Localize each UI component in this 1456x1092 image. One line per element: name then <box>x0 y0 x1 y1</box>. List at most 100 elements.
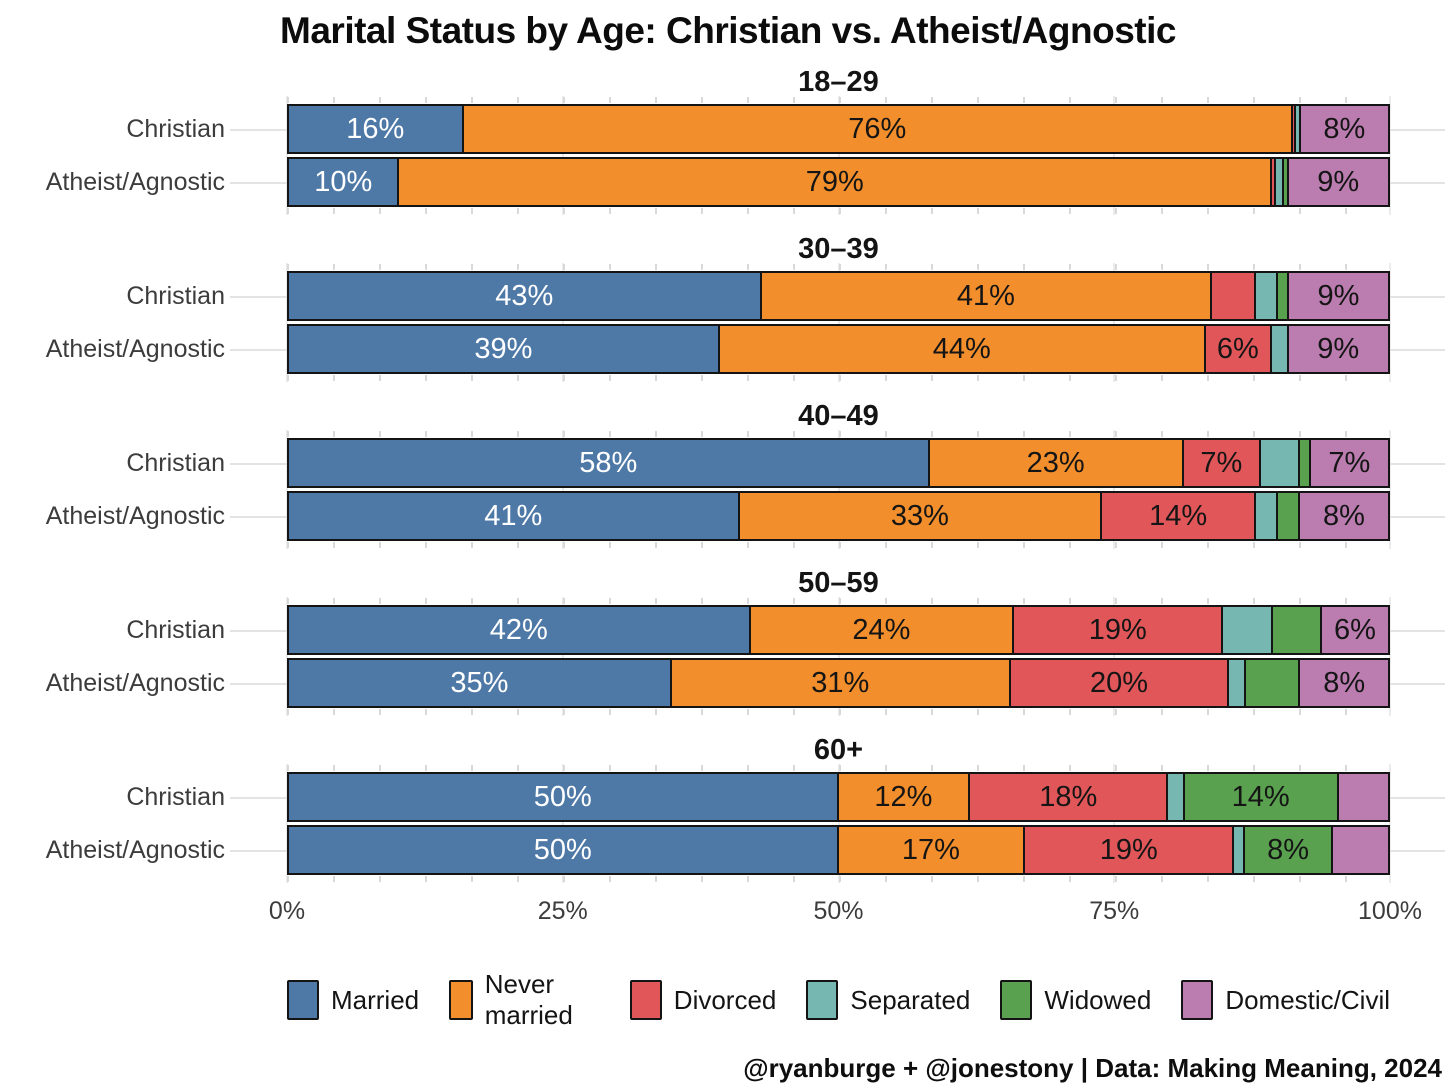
segment-divorced <box>1272 159 1277 205</box>
row-group-label: Atheist/Agnostic <box>45 835 225 864</box>
segment-married: 39% <box>289 326 720 372</box>
segment-divorced: 20% <box>1010 660 1230 706</box>
segment-value-label: 7% <box>1200 446 1243 479</box>
bar-row: Christian 43% 41% 9% <box>0 271 1456 321</box>
segment-widowed <box>1272 607 1323 653</box>
gridline-vertical <box>1389 597 1391 716</box>
facet-panel: Christian 16% 76% 8% Atheist/Agnostic 10% 79% 9… <box>0 96 1456 215</box>
segment-divorced <box>1293 106 1297 152</box>
facet-40–49: 40–49 Christian 58% 23% 7% 7% Atheist/Agnostic… <box>0 396 1456 549</box>
segment-never_married: 23% <box>929 440 1184 486</box>
gridline-vertical <box>837 263 840 382</box>
segment-domestic_civil: 7% <box>1310 440 1388 486</box>
segment-value-label: 14% <box>1149 499 1208 532</box>
segment-value-label: 12% <box>874 780 933 813</box>
bar-row: Atheist/Agnostic 39% 44% 6% 9% <box>0 324 1456 374</box>
row-group-label: Christian <box>126 615 225 644</box>
facet-18–29: 18–29 Christian 16% 76% 8% Atheist/Agnostic 10… <box>0 62 1456 215</box>
segment-value-label: 14% <box>1231 780 1290 813</box>
facet-panel: Christian 50% 12% 18% 14% Atheist/Agnostic 50%… <box>0 764 1456 883</box>
segment-value-label: 19% <box>1099 833 1158 866</box>
segment-value-label: 17% <box>901 833 960 866</box>
segment-value-label: 10% <box>314 165 373 198</box>
x-axis-tick-label: 0% <box>268 897 306 925</box>
segment-value-label: 41% <box>484 499 543 532</box>
segment-value-label: 50% <box>533 780 592 813</box>
segment-separated <box>1234 827 1246 873</box>
segment-value-label: 8% <box>1323 666 1366 699</box>
segment-widowed <box>1284 159 1289 205</box>
segment-separated <box>1168 774 1185 820</box>
x-axis-tick-label: 75% <box>1089 897 1140 925</box>
legend-label: Separated <box>850 984 971 1015</box>
segment-value-label: 9% <box>1317 165 1360 198</box>
bar-row: Atheist/Agnostic 35% 31% 20% 8% <box>0 658 1456 708</box>
legend-swatch-widowed <box>1000 980 1033 1020</box>
gridline-vertical <box>1113 96 1116 215</box>
row-group-label: Christian <box>126 782 225 811</box>
legend-label: Married <box>331 984 420 1015</box>
segment-widowed <box>1299 440 1311 486</box>
segment-widowed: 14% <box>1184 774 1339 820</box>
segment-never_married: 79% <box>399 159 1272 205</box>
segment-divorced: 6% <box>1205 326 1272 372</box>
segment-value-label: 58% <box>579 446 638 479</box>
stacked-bar-atheist: 50% 17% 19% 8% <box>287 825 1390 875</box>
row-group-label: Atheist/Agnostic <box>45 501 225 530</box>
segment-value-label: 79% <box>805 165 864 198</box>
segment-never_married: 44% <box>719 326 1206 372</box>
chart-panels: 18–29 Christian 16% 76% 8% Atheist/Agnostic 10… <box>0 62 1456 883</box>
stacked-bar-christian: 16% 76% 8% <box>287 104 1390 154</box>
facet-panel: Christian 42% 24% 19% 6% Atheist/Agnostic 35% 3… <box>0 597 1456 716</box>
gridline-vertical <box>1113 764 1116 883</box>
segment-married: 43% <box>289 273 762 319</box>
gridline-vertical <box>1389 263 1391 382</box>
segment-never_married: 33% <box>739 493 1103 539</box>
segment-married: 10% <box>289 159 400 205</box>
segment-value-label: 35% <box>450 666 509 699</box>
legend-item-widowed: Widowed <box>1000 980 1151 1020</box>
minor-ticks-bottom <box>287 208 1390 214</box>
gridline-vertical <box>837 430 840 549</box>
segment-value-label: 33% <box>890 499 949 532</box>
gridline-vertical <box>286 430 288 549</box>
segment-domestic_civil: 8% <box>1300 493 1388 539</box>
segment-separated <box>1260 440 1300 486</box>
minor-ticks-bottom <box>287 542 1390 548</box>
stacked-bar-christian: 50% 12% 18% 14% <box>287 772 1390 822</box>
stacked-bar-atheist: 41% 33% 14% 8% <box>287 491 1390 541</box>
segment-never_married: 31% <box>671 660 1011 706</box>
minor-ticks-bottom <box>287 876 1390 882</box>
row-group-label: Christian <box>126 448 225 477</box>
facet-panel: Christian 58% 23% 7% 7% Atheist/Agnostic 41% 33… <box>0 430 1456 549</box>
segment-value-label: 8% <box>1323 499 1365 532</box>
stacked-bar-christian: 43% 41% 9% <box>287 271 1390 321</box>
segment-never_married: 12% <box>838 774 971 820</box>
gridline-vertical <box>1113 597 1116 716</box>
segment-married: 35% <box>289 660 672 706</box>
segment-married: 50% <box>289 827 839 873</box>
segment-value-label: 39% <box>474 332 533 365</box>
segment-divorced: 18% <box>970 774 1169 820</box>
segment-value-label: 23% <box>1026 446 1085 479</box>
stacked-bar-atheist: 35% 31% 20% 8% <box>287 658 1390 708</box>
gridline-vertical <box>561 96 564 215</box>
gridline-vertical <box>1389 764 1391 883</box>
segment-domestic_civil <box>1333 827 1388 873</box>
gridline-vertical <box>1113 430 1116 549</box>
row-group-label: Atheist/Agnostic <box>45 167 225 196</box>
bar-row: Christian 58% 23% 7% 7% <box>0 438 1456 488</box>
legend: Married Never married Divorced Separated Wid… <box>287 969 1390 1031</box>
minor-ticks-top <box>287 264 1390 270</box>
segment-value-label: 7% <box>1328 446 1371 479</box>
legend-label: Divorced <box>673 984 777 1015</box>
facet-30–39: 30–39 Christian 43% 41% 9% Atheist/Agnostic 39… <box>0 229 1456 382</box>
minor-ticks-top <box>287 765 1390 771</box>
segment-value-label: 19% <box>1088 613 1147 646</box>
legend-item-separated: Separated <box>806 980 970 1020</box>
stacked-bar-christian: 42% 24% 19% 6% <box>287 605 1390 655</box>
chart-title: Marital Status by Age: Christian vs. Ath… <box>280 10 1176 51</box>
minor-ticks-bottom <box>287 375 1390 381</box>
facet-50–59: 50–59 Christian 42% 24% 19% 6% Atheist/Agnosti… <box>0 563 1456 716</box>
